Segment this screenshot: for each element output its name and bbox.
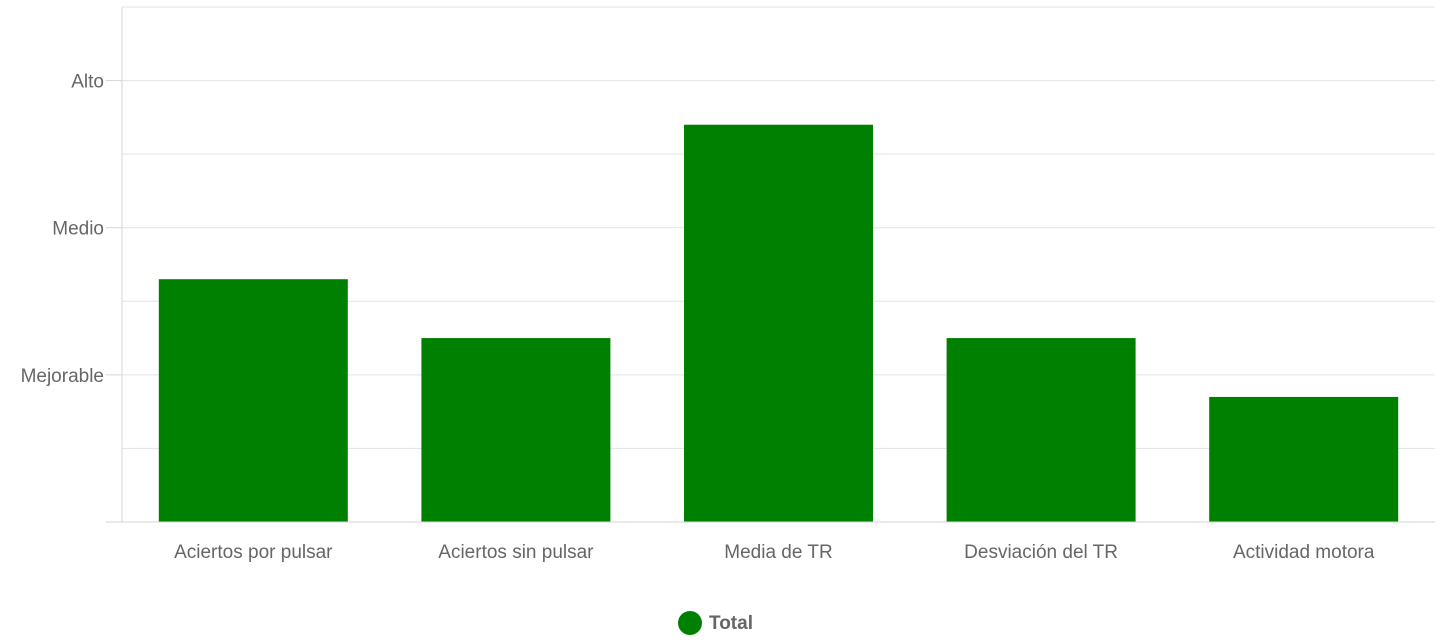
x-tick-label: Aciertos por pulsar bbox=[174, 542, 333, 563]
label-layer: Mejorable Medio Alto Aciertos por pulsar Aci… bbox=[21, 72, 1375, 563]
legend[interactable]: Total bbox=[678, 611, 753, 635]
y-tick-label: Mejorable bbox=[21, 366, 104, 387]
x-tick-label: Media de TR bbox=[724, 542, 832, 563]
legend-label[interactable]: Total bbox=[709, 613, 753, 634]
bar[interactable] bbox=[421, 338, 611, 522]
bar[interactable] bbox=[684, 124, 873, 522]
legend-marker[interactable] bbox=[678, 611, 702, 635]
bar[interactable] bbox=[1209, 396, 1399, 522]
bar[interactable] bbox=[946, 338, 1136, 522]
y-tick-label: Medio bbox=[52, 219, 104, 240]
y-tick-label: Alto bbox=[71, 72, 104, 93]
x-tick-label: Desviación del TR bbox=[964, 542, 1118, 563]
axis-layer bbox=[106, 7, 1435, 523]
bar-layer bbox=[158, 124, 1399, 522]
x-tick-label: Actividad motora bbox=[1233, 542, 1375, 563]
bar[interactable] bbox=[158, 279, 348, 522]
x-tick-label: Aciertos sin pulsar bbox=[438, 542, 594, 563]
